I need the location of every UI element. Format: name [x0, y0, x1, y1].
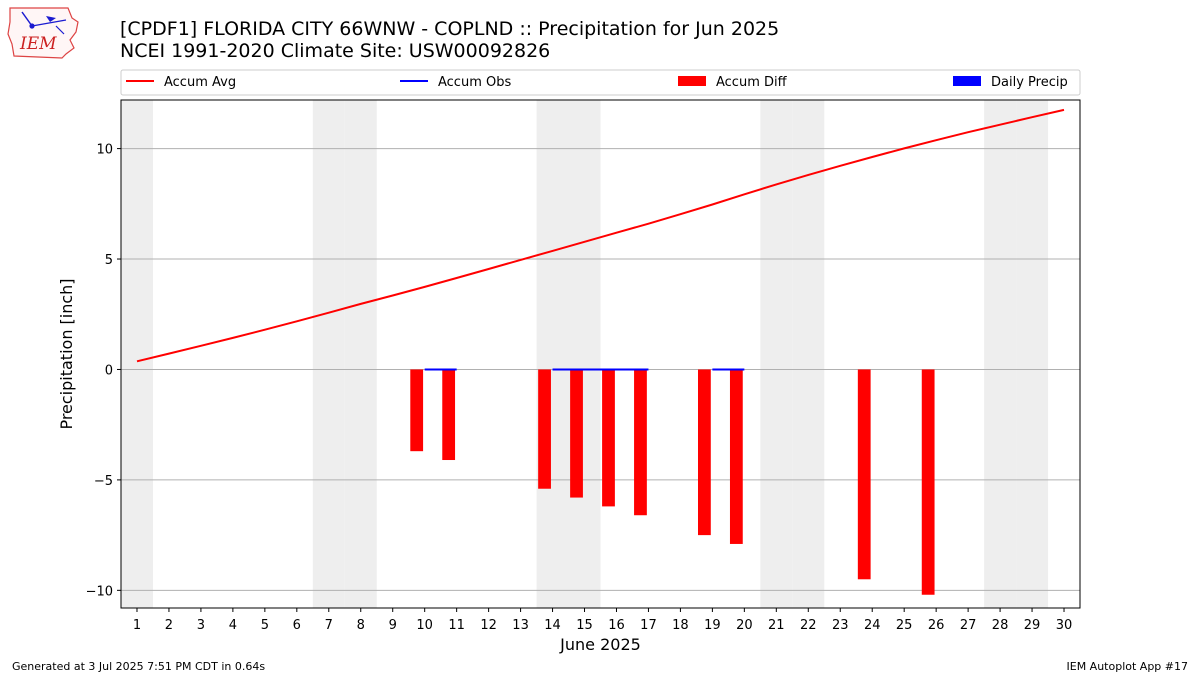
accum-diff-bar-day-19 [697, 369, 711, 536]
x-tick-label: 23 [832, 618, 849, 633]
x-axis-label: June 2025 [559, 635, 641, 654]
legend-swatch-3 [953, 76, 981, 86]
y-tick-label: 10 [96, 143, 113, 158]
accum-diff-bar-day-20 [729, 369, 743, 544]
x-tick-label: 4 [229, 618, 237, 633]
plot-frame [120, 99, 1081, 609]
x-tick-label: 5 [261, 618, 269, 633]
weekend-shade-day-15 [568, 100, 601, 608]
x-tick-label: 12 [480, 618, 497, 633]
x-tick-label: 11 [448, 618, 465, 633]
x-tick-label: 2 [165, 618, 173, 633]
x-tick-label: 9 [389, 618, 397, 633]
x-tick-label: 1 [133, 618, 141, 633]
x-tick-label: 20 [736, 618, 753, 633]
weekend-shade-day-29 [1016, 100, 1049, 608]
x-tick-label: 8 [357, 618, 365, 633]
accum-diff-bar-day-15 [570, 369, 583, 498]
chart-title: [CPDF1] FLORIDA CITY 66WNW - COPLND :: P… [120, 18, 780, 40]
grid-lines [121, 148, 1080, 591]
x-tick-label: 28 [992, 618, 1009, 633]
weekend-shade-day-21 [760, 100, 793, 608]
x-tick-label: 17 [640, 618, 657, 633]
y-tick-label: 0 [105, 363, 113, 378]
legend-label-2: Accum Diff [716, 75, 788, 90]
weekend-shade-day-7 [312, 100, 345, 608]
accum-diff-bar-day-17 [634, 369, 647, 516]
accum-diff-bar-day-10 [410, 369, 424, 452]
chart-subtitle: NCEI 1991-2020 Climate Site: USW00092826 [120, 40, 551, 62]
x-tick-label: 22 [800, 618, 817, 633]
legend-swatch-2 [678, 76, 706, 86]
iem-logo: IEM [7, 7, 79, 59]
legend-label-1: Accum Obs [438, 75, 511, 90]
accum-diff-bar-day-14 [538, 369, 551, 489]
x-tick-label: 14 [544, 618, 561, 633]
x-tick-label: 18 [672, 618, 689, 633]
weekend-shade-day-22 [792, 100, 825, 608]
weekend-shade-day-1 [121, 100, 153, 608]
y-tick-label: 5 [105, 253, 113, 268]
y-tick-label: −5 [94, 474, 113, 489]
weekend-shade-day-8 [344, 100, 377, 608]
x-tick-label: 10 [416, 618, 433, 633]
x-tick-label: 19 [704, 618, 721, 633]
x-tick-label: 21 [768, 618, 785, 633]
legend-box [120, 69, 1081, 96]
weekend-shading [121, 100, 1049, 608]
x-tick-label: 27 [960, 618, 977, 633]
x-tick-label: 3 [197, 618, 205, 633]
x-tick-label: 15 [576, 618, 593, 633]
x-tick-label: 29 [1024, 618, 1041, 633]
x-tick-label: 13 [512, 618, 529, 633]
x-tick-label: 24 [864, 618, 881, 633]
weekend-shade-day-14 [536, 100, 569, 608]
accum-avg-line [136, 108, 1065, 363]
accum-diff-bar-day-11 [442, 369, 456, 461]
accum-diff-bar-day-16 [602, 369, 615, 507]
x-tick-label: 30 [1056, 618, 1073, 633]
y-tick-label: −10 [86, 584, 113, 599]
app-label: IEM Autoplot App #17 [1066, 660, 1189, 673]
series-lines [136, 108, 1065, 371]
accum-diff-bars [410, 369, 935, 595]
accum-diff-bar-day-26 [921, 369, 935, 595]
weekend-shade-day-28 [984, 100, 1017, 608]
x-axis: 1 2 3 4 5 6 7 8 9 10 11 12 13 14 15 16 17 18 19 20 21 22 23 24 2… [133, 608, 1072, 633]
legend-label-3: Daily Precip [991, 75, 1068, 90]
legend: Accum Avg Accum Obs Accum Diff Daily Precip [120, 69, 1081, 96]
y-axis-label: Precipitation [inch] [57, 278, 76, 429]
x-tick-label: 16 [608, 618, 625, 633]
accum-diff-bar-day-24 [857, 369, 871, 580]
x-tick-label: 6 [293, 618, 301, 633]
generated-timestamp: Generated at 3 Jul 2025 7:51 PM CDT in 0… [12, 660, 266, 673]
x-tick-label: 25 [896, 618, 913, 633]
x-tick-label: 7 [325, 618, 333, 633]
logo-text: IEM [19, 34, 57, 54]
legend-label-0: Accum Avg [164, 75, 236, 90]
x-tick-label: 26 [928, 618, 945, 633]
y-axis: −10 −5 0 5 10 [86, 143, 121, 599]
